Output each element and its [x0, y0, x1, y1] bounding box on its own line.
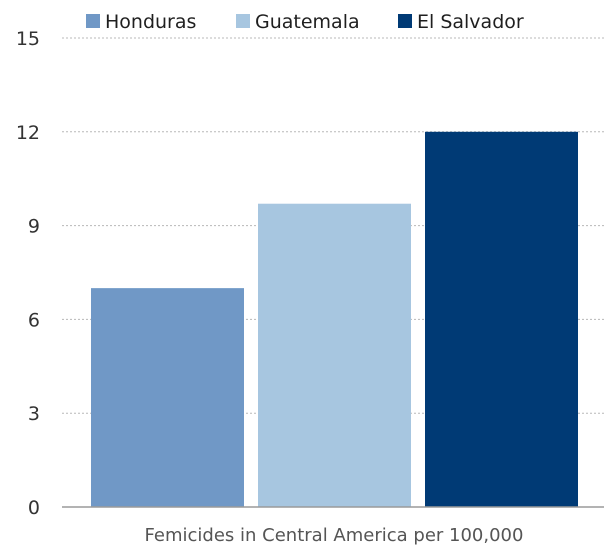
legend-swatch — [236, 14, 250, 28]
y-tick-label: 0 — [28, 497, 40, 519]
bar-honduras — [91, 288, 244, 507]
x-axis-label: Femicides in Central America per 100,000 — [145, 525, 524, 546]
y-tick-label: 3 — [28, 403, 40, 425]
y-tick-label: 15 — [16, 28, 40, 50]
legend-label: Honduras — [105, 11, 196, 33]
bar-guatemala — [258, 203, 411, 508]
chart-legend: Honduras Guatemala El Salvador — [86, 11, 524, 33]
y-tick-label: 12 — [16, 122, 40, 144]
legend-label: El Salvador — [417, 11, 524, 33]
legend-label: Guatemala — [255, 11, 360, 33]
bar-el-salvador — [425, 131, 578, 508]
y-axis-ticks: 0 3 6 9 12 15 — [16, 28, 40, 519]
y-tick-label: 9 — [28, 216, 40, 238]
legend-swatch — [398, 14, 412, 28]
bars — [91, 131, 578, 508]
y-tick-label: 6 — [28, 309, 40, 331]
legend-swatch — [86, 14, 100, 28]
